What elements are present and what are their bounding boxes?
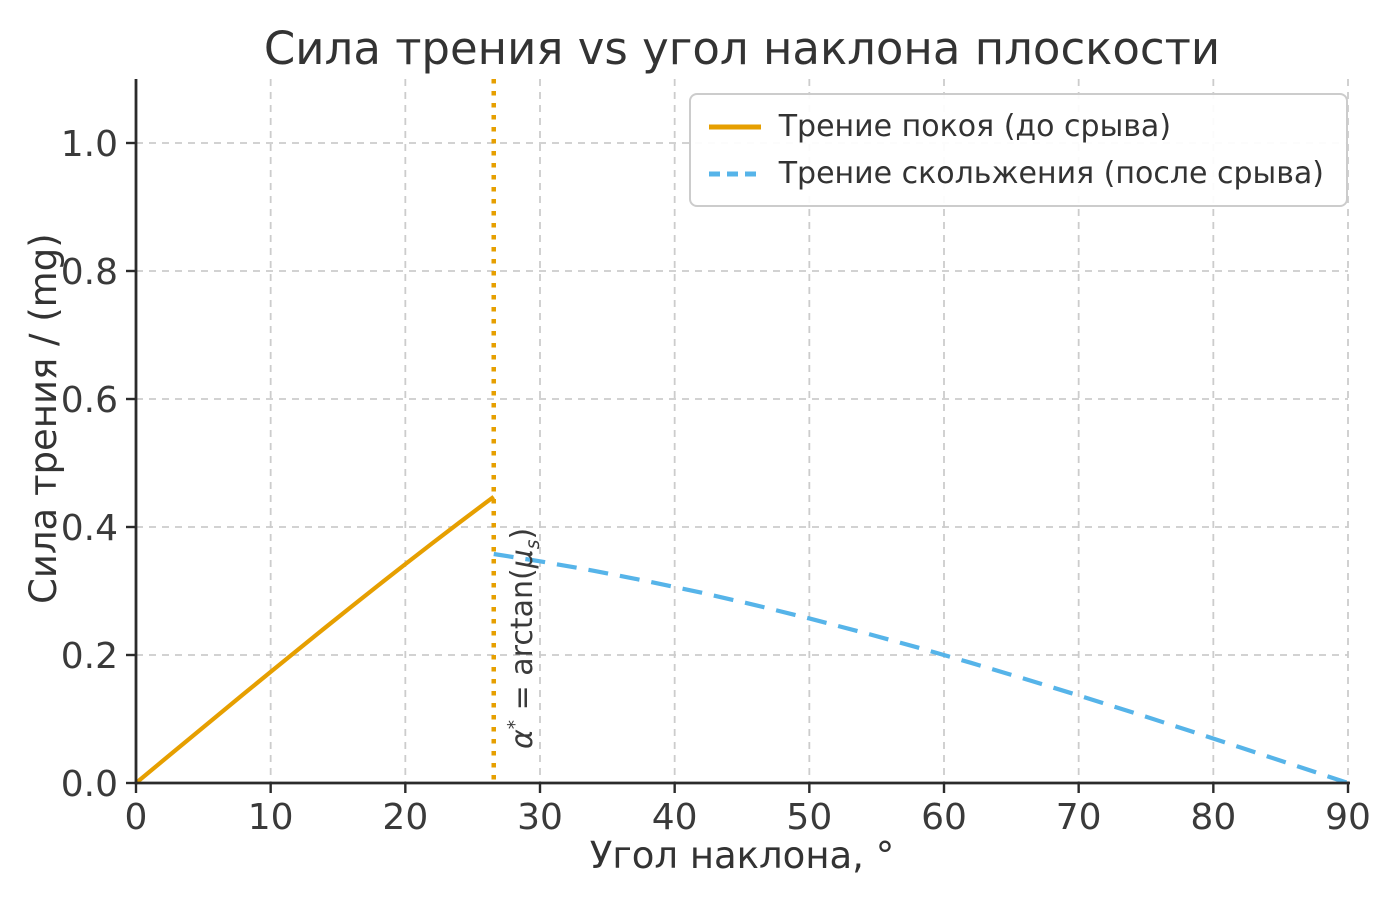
series-kinetic-line	[493, 551, 1349, 785]
legend: Трение покоя (до срыва) Трение скольжени…	[688, 93, 1348, 207]
annotation-sup: *	[505, 719, 526, 730]
axis-spines	[134, 79, 1350, 785]
x-tick-label: 20	[382, 797, 428, 838]
kinetic-line-swatch	[708, 171, 761, 176]
x-axis-label: Угол наклона, °	[589, 834, 895, 877]
legend-label-kinetic: Трение скольжения (после срыва)	[778, 156, 1324, 191]
x-tick-label: 50	[786, 797, 832, 838]
legend-entry-kinetic: Трение скольжения (после срыва)	[707, 156, 1324, 191]
annotation-sub: s	[523, 539, 544, 550]
y-tick-label: 0.0	[61, 764, 118, 805]
x-tick-label: 0	[125, 797, 148, 838]
x-tick-label: 40	[652, 797, 698, 838]
annotation-mu: μ	[505, 549, 540, 569]
chart-title: Сила трения vs угол наклона плоскости	[263, 22, 1221, 75]
legend-label-static: Трение покоя (до срыва)	[778, 109, 1172, 144]
tick-labels: 0 10 20 30 40 50 60 70 80 90 0.0 0.2 0.4 0.6 0.8 1.0	[61, 124, 1371, 838]
y-tick-label: 0.4	[61, 508, 118, 549]
y-tick-label: 0.2	[61, 636, 118, 677]
legend-entry-static: Трение покоя (до срыва)	[707, 109, 1324, 144]
y-tick-label: 0.8	[61, 252, 118, 293]
x-tick-label: 70	[1056, 797, 1102, 838]
tick-marks	[126, 141, 1350, 793]
vline-annotation: α* = arctan(μs)	[505, 528, 544, 749]
y-tick-label: 1.0	[61, 124, 118, 165]
y-tick-label: 0.6	[61, 380, 118, 421]
x-tick-label: 10	[248, 797, 294, 838]
x-tick-label: 60	[921, 797, 967, 838]
x-tick-label: 90	[1325, 797, 1371, 838]
annotation-close: )	[505, 527, 540, 540]
y-axis-label: Сила трения / (mg)	[22, 233, 65, 604]
x-tick-label: 80	[1190, 797, 1236, 838]
x-tick-label: 30	[517, 797, 563, 838]
series-static-line	[134, 495, 495, 785]
static-line-swatch	[708, 124, 761, 129]
annotation-mid: = arctan(	[505, 568, 540, 720]
annotation-alpha: α	[505, 729, 540, 749]
